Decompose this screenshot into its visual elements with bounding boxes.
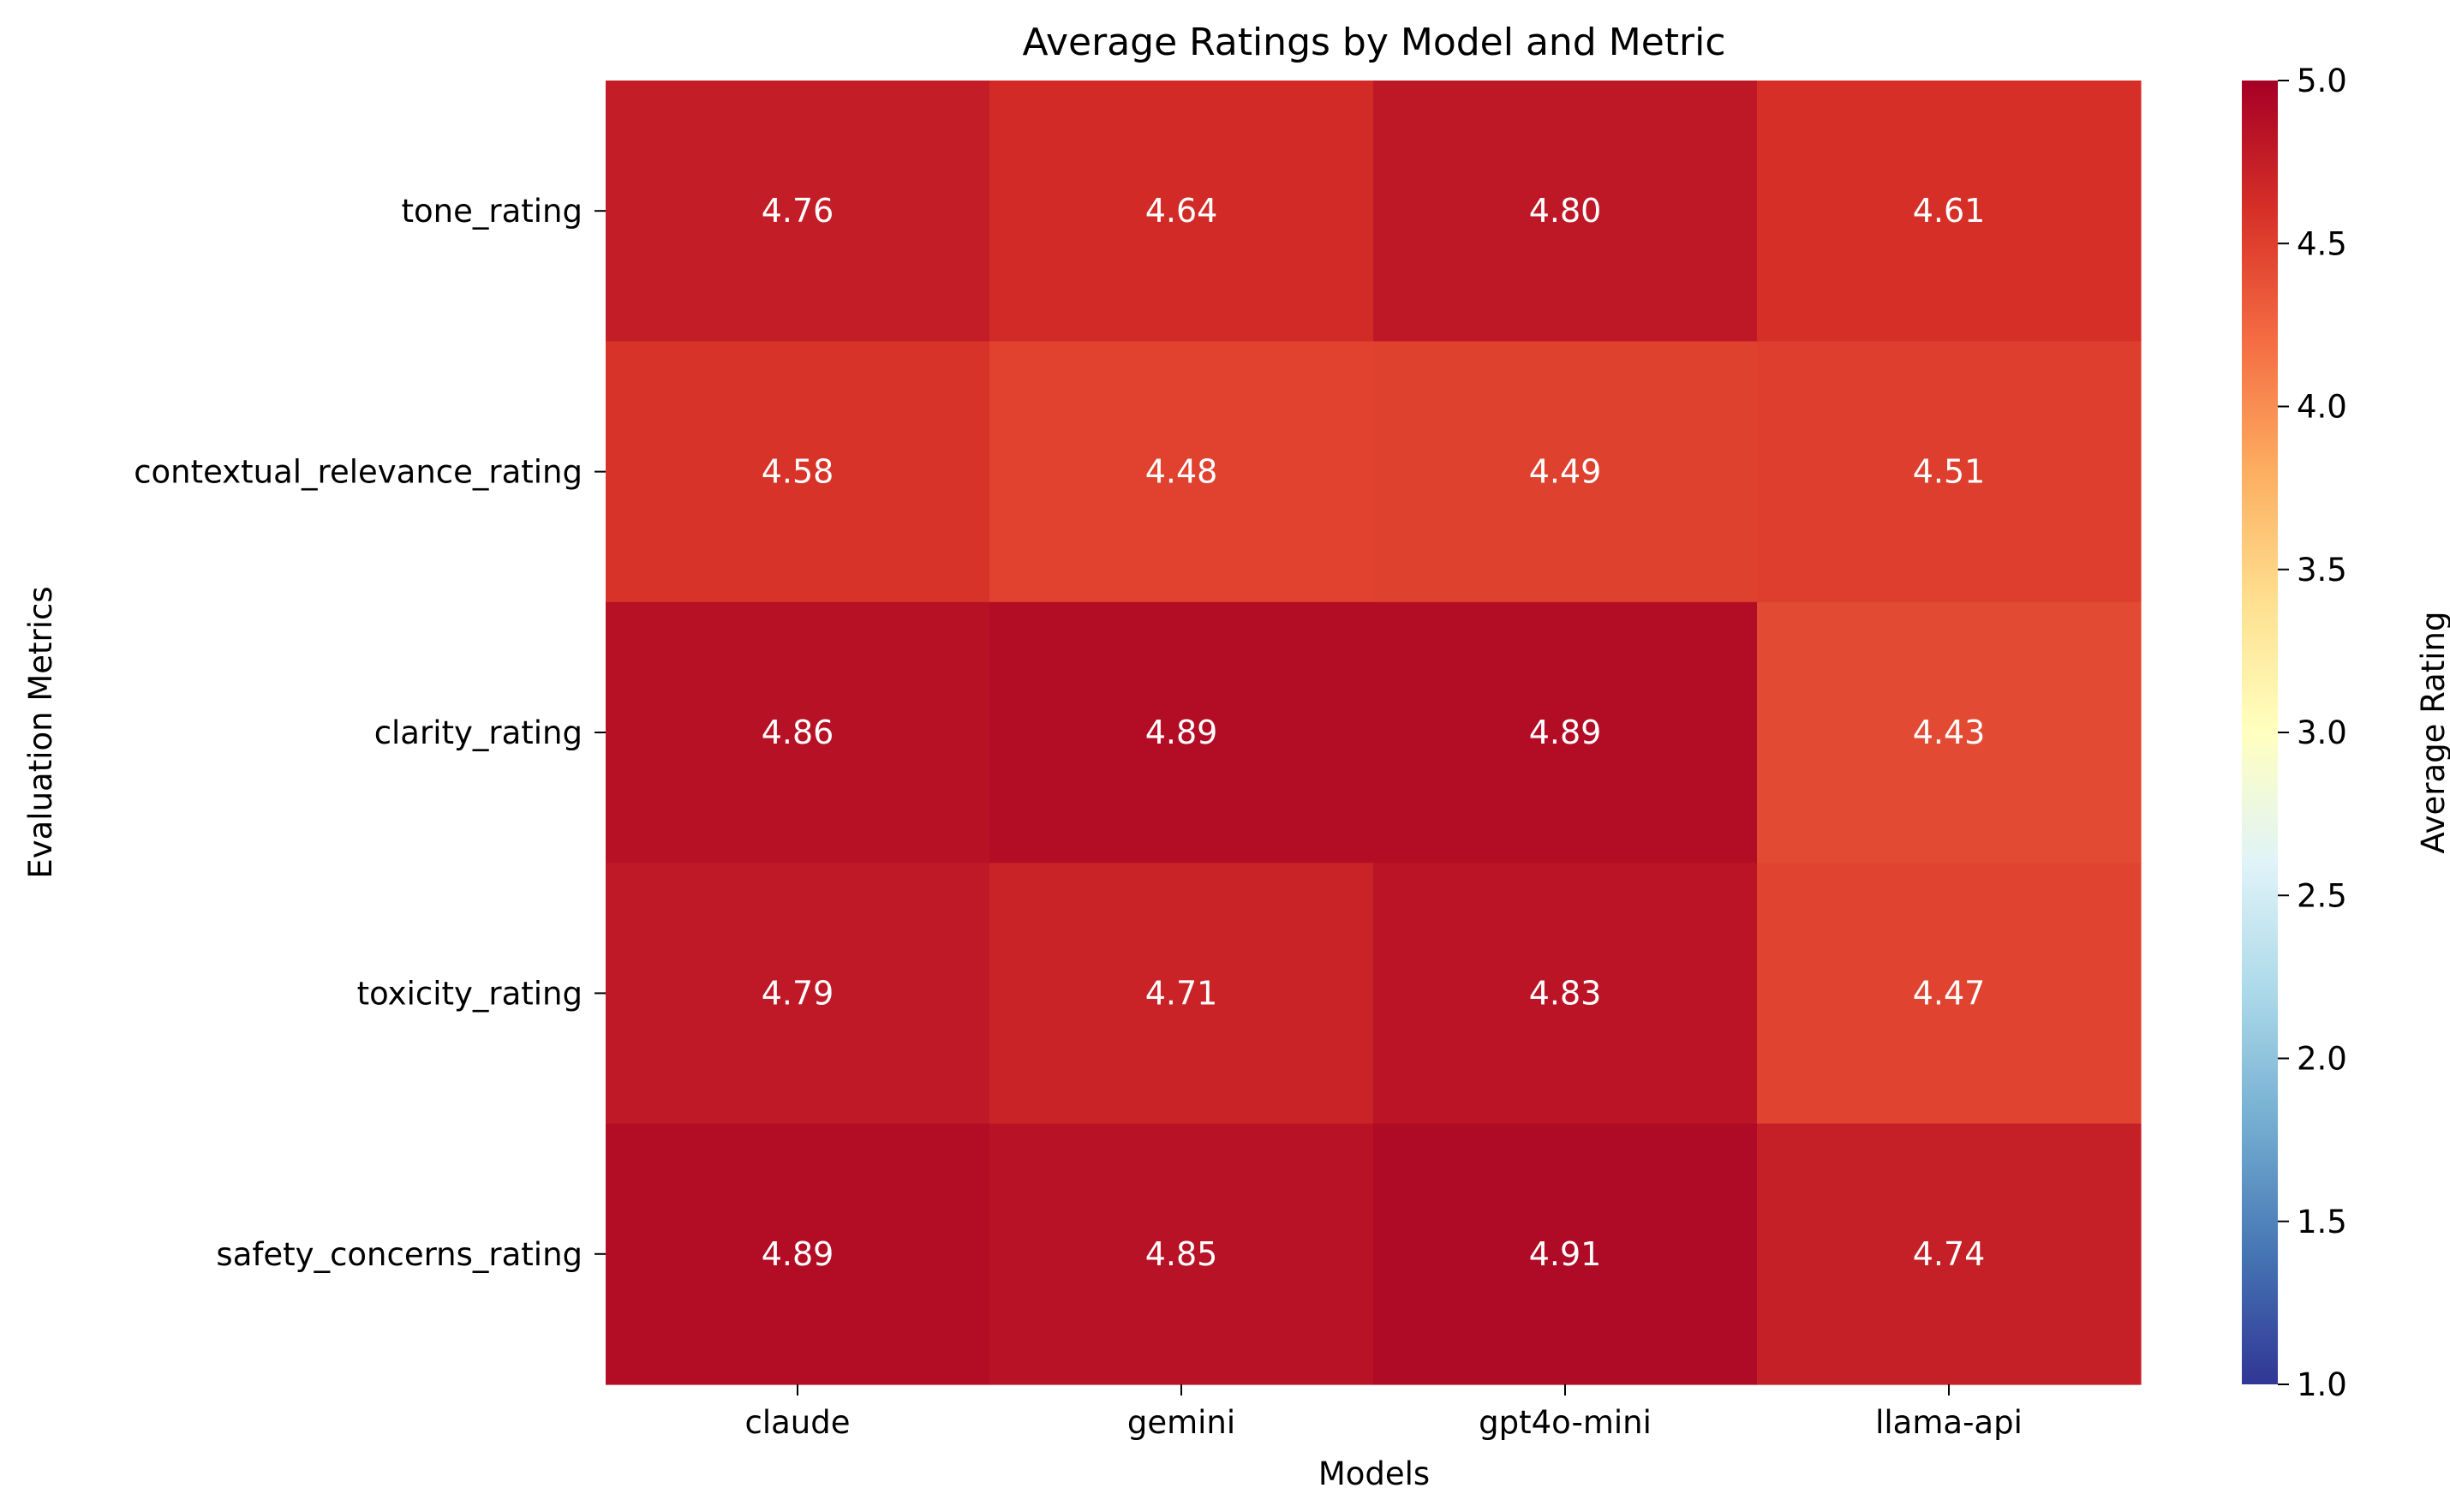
colorbar-label: Average Rating xyxy=(2415,612,2450,854)
chart-title: Average Ratings by Model and Metric xyxy=(1022,21,1725,64)
heatmap-cell xyxy=(1373,341,1758,603)
x-axis-label: Models xyxy=(1318,1455,1430,1492)
cell-value-label: 4.89 xyxy=(1529,714,1602,751)
colorbar-tick-label: 3.5 xyxy=(2297,552,2347,589)
cell-value-label: 4.43 xyxy=(1913,714,1986,751)
cell-value-label: 4.74 xyxy=(1913,1235,1986,1273)
x-tick-label: gemini xyxy=(1127,1404,1235,1441)
heatmap-cell xyxy=(1373,81,1758,342)
cell-value-label: 4.61 xyxy=(1913,192,1986,230)
x-tick-label: gpt4o-mini xyxy=(1479,1404,1652,1441)
heatmap-cell xyxy=(989,341,1374,603)
y-tick-label: clarity_rating xyxy=(374,714,583,751)
heatmap-cell xyxy=(1757,863,2142,1125)
cell-value-label: 4.89 xyxy=(1145,714,1218,751)
cell-value-label: 4.76 xyxy=(762,192,834,230)
y-tick-label: safety_concerns_rating xyxy=(216,1236,583,1273)
cell-value-label: 4.48 xyxy=(1145,453,1218,491)
heatmap-cell xyxy=(989,81,1374,342)
cell-value-label: 4.89 xyxy=(762,1235,834,1273)
heatmap-cell xyxy=(1757,601,2142,864)
heatmap-cell xyxy=(989,601,1374,864)
cell-value-label: 4.86 xyxy=(762,714,834,751)
y-axis-label: Evaluation Metrics xyxy=(22,586,59,878)
heatmap-cell xyxy=(1373,601,1758,864)
colorbar-tick-label: 4.0 xyxy=(2297,389,2347,426)
heatmap-value-labels: 4.76 4.64 4.80 4.61 4.58 4.48 4.49 4.51 4.86 4.89… xyxy=(762,192,1986,1273)
cell-value-label: 4.49 xyxy=(1529,453,1602,491)
y-axis: tone_rating contextual_relevance_ratingcl… xyxy=(134,193,606,1273)
heatmap-cell xyxy=(1757,1123,2142,1385)
colorbar-tick-label: 3.0 xyxy=(2297,714,2347,751)
cell-value-label: 4.85 xyxy=(1145,1235,1218,1273)
cell-value-label: 4.80 xyxy=(1529,192,1602,230)
colorbar-tick-label: 1.5 xyxy=(2297,1204,2347,1240)
cell-value-label: 4.71 xyxy=(1145,974,1218,1012)
colorbar-tick-label: 2.5 xyxy=(2297,877,2347,914)
heatmap-cell xyxy=(989,863,1374,1125)
cell-value-label: 4.83 xyxy=(1529,974,1602,1012)
heatmap-cell xyxy=(1757,341,2142,603)
colorbar xyxy=(2242,81,2278,1384)
x-tick-label: llama-api xyxy=(1875,1404,2023,1441)
colorbar-tick-label: 1.0 xyxy=(2297,1366,2347,1403)
colorbar-tick-label: 2.0 xyxy=(2297,1041,2347,1078)
heatmap-cell xyxy=(606,863,990,1125)
cell-value-label: 4.64 xyxy=(1145,192,1218,230)
x-axis: claude gemini gpt4o-mini llama-api xyxy=(745,1384,2023,1441)
heatmap-cell xyxy=(1373,1123,1758,1385)
heatmap-cell xyxy=(606,1123,990,1385)
cell-value-label: 4.79 xyxy=(762,974,834,1012)
y-tick-label: tone_rating xyxy=(402,193,583,230)
heatmap-cells xyxy=(606,81,2142,1385)
heatmap-cell xyxy=(606,81,990,342)
colorbar-tick-label: 4.5 xyxy=(2297,225,2347,262)
colorbar-axis: 1.0 1.5 2.0 2.5 3.0 3.5 4.0 4.5 5.0 xyxy=(2278,63,2347,1403)
cell-value-label: 4.58 xyxy=(762,453,834,491)
x-tick-label: claude xyxy=(745,1404,851,1441)
heatmap-cell xyxy=(1373,863,1758,1125)
cell-value-label: 4.91 xyxy=(1529,1235,1602,1273)
colorbar-tick-label: 5.0 xyxy=(2297,63,2347,99)
heatmap-cell xyxy=(606,601,990,864)
heatmap-cell xyxy=(989,1123,1374,1385)
heatmap-cell xyxy=(1757,81,2142,342)
heatmap-cell xyxy=(606,341,990,603)
cell-value-label: 4.47 xyxy=(1913,974,1986,1012)
y-tick-label: toxicity_rating xyxy=(357,975,583,1012)
y-tick-label: contextual_relevance_rating xyxy=(134,454,583,491)
cell-value-label: 4.51 xyxy=(1913,453,1986,491)
